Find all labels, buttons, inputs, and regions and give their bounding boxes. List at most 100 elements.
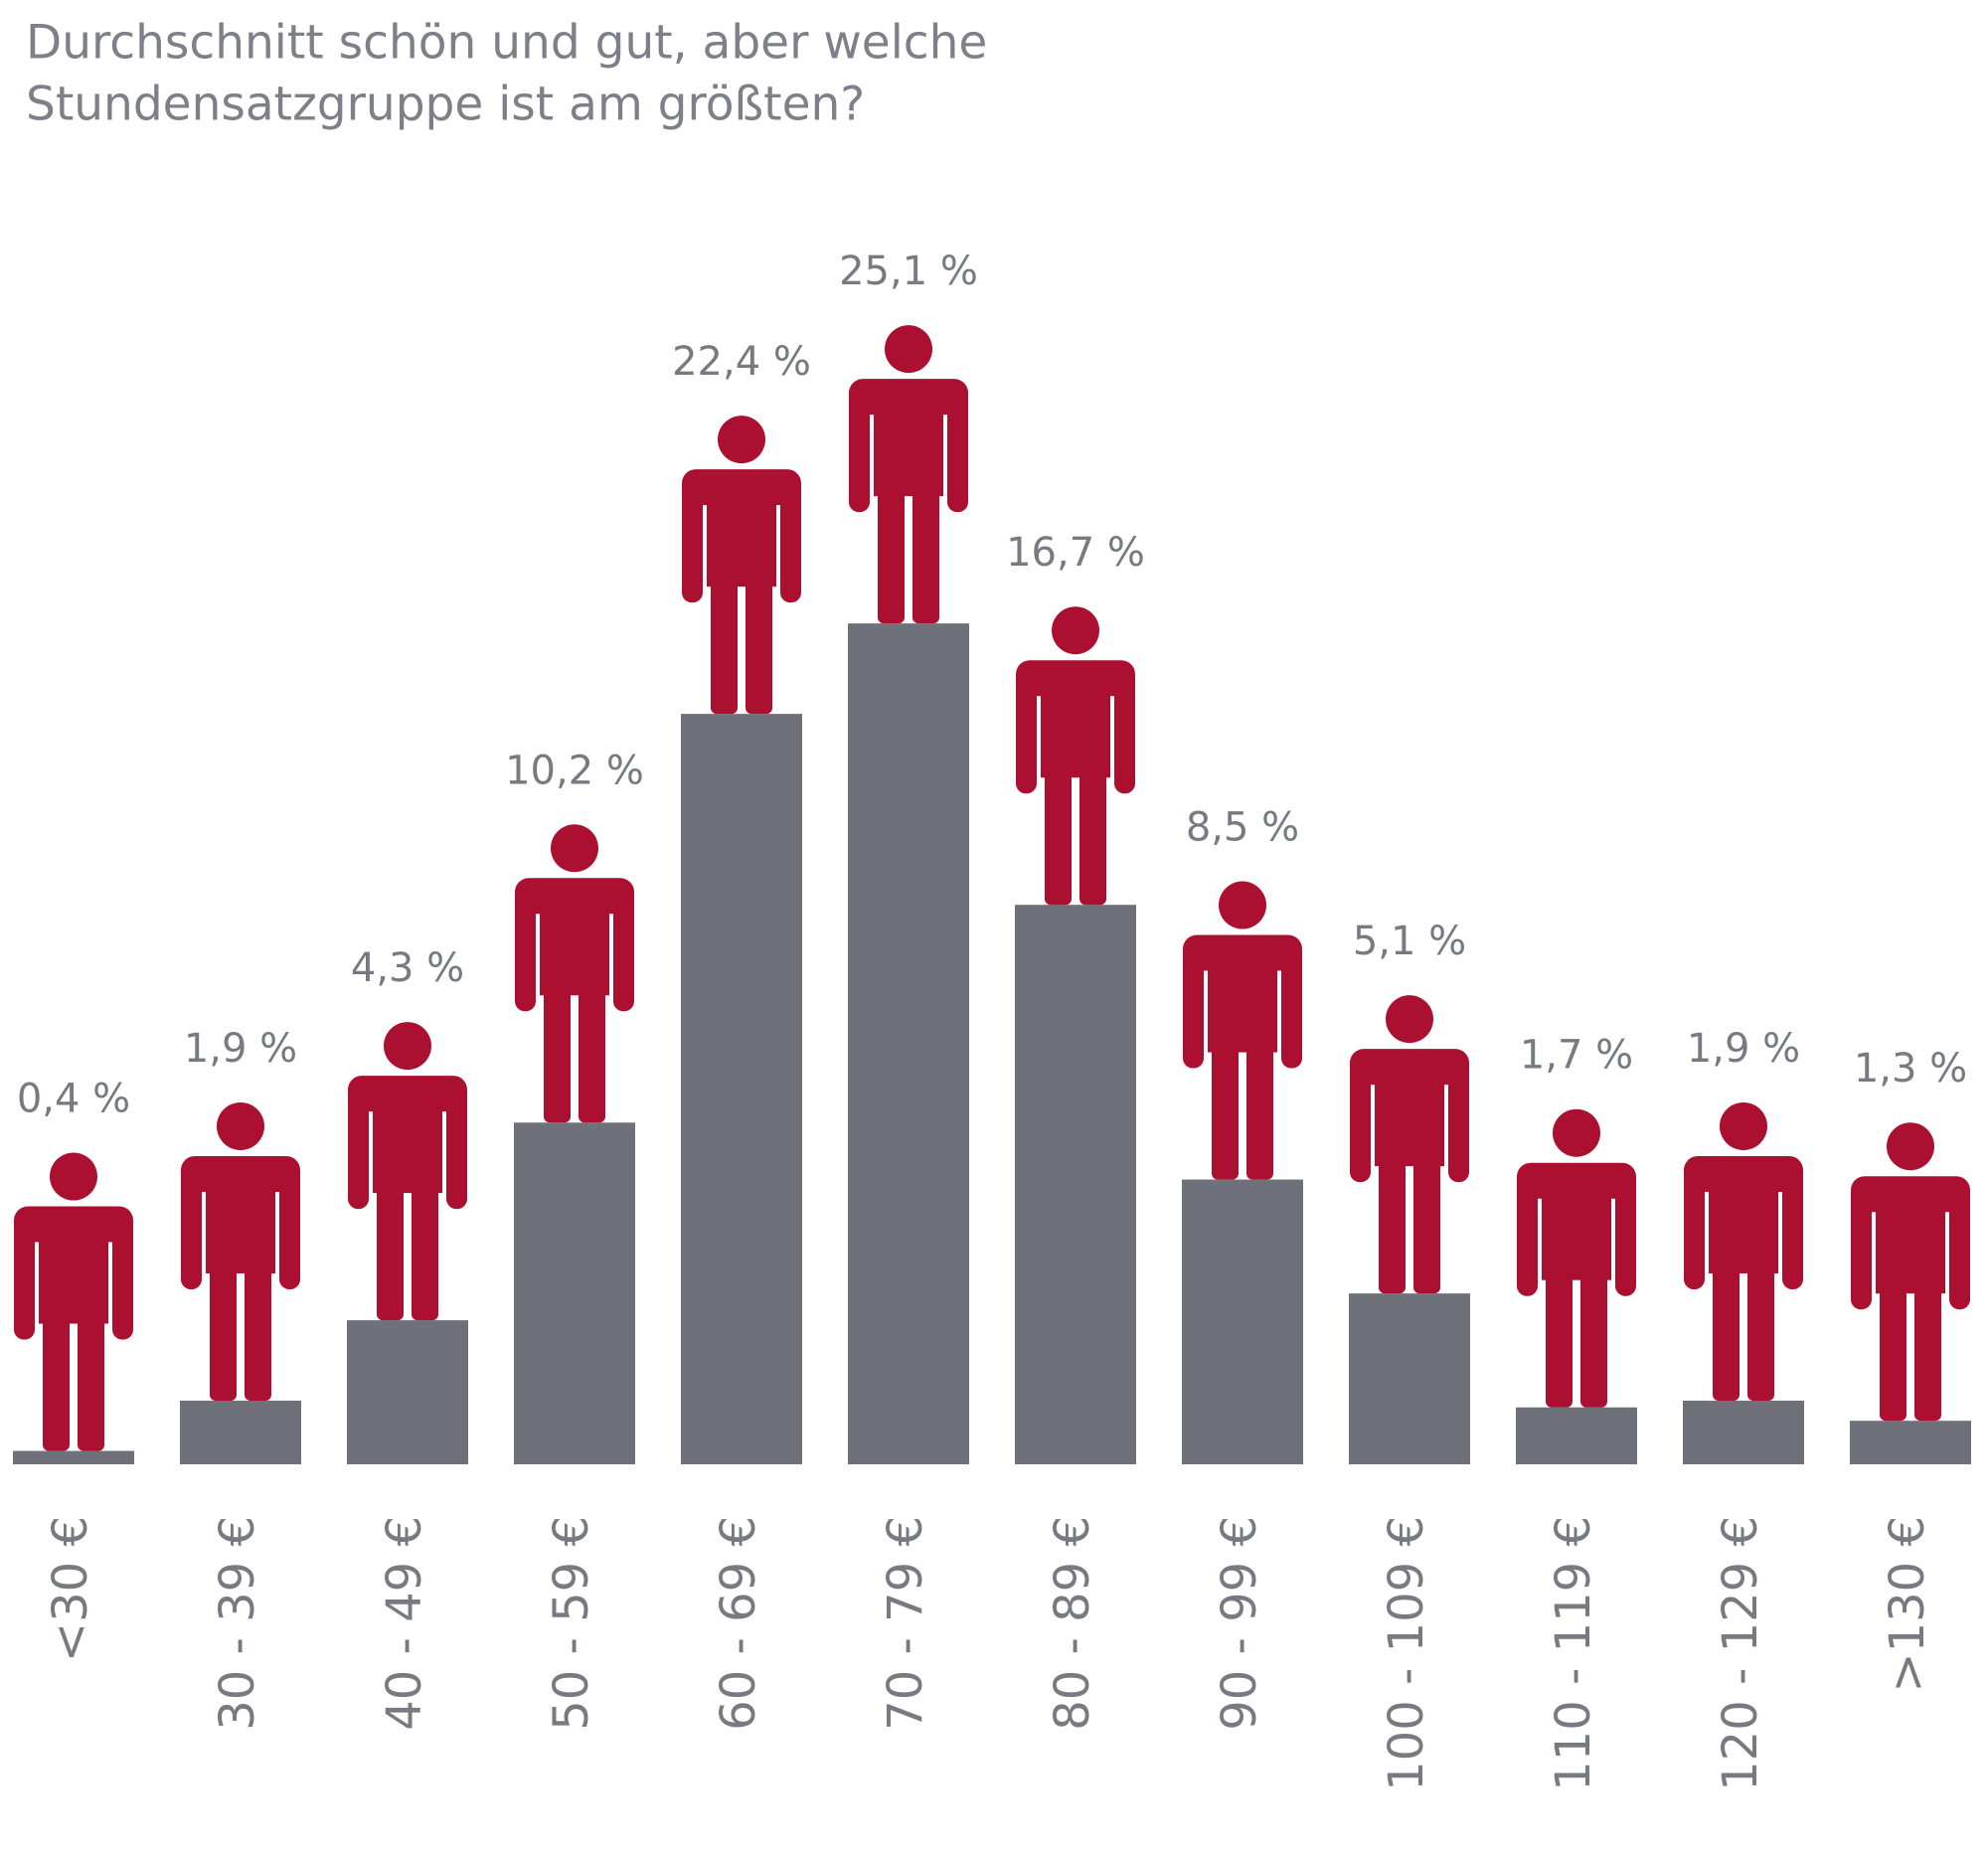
person-head	[384, 1022, 431, 1071]
person-icon	[348, 1022, 467, 1321]
x-tick-label: 50 - 59 €	[544, 1516, 599, 1731]
value-label: 4,3 %	[351, 945, 464, 991]
person-icon	[1350, 995, 1469, 1294]
person-arm	[682, 475, 703, 603]
x-tick-label: 80 - 89 €	[1045, 1516, 1100, 1731]
person-arm	[1782, 1161, 1803, 1289]
person-arm	[1016, 666, 1037, 794]
person-leg	[746, 575, 772, 715]
person-body	[1208, 940, 1277, 1053]
person-head	[1219, 881, 1266, 929]
person-icon	[515, 824, 634, 1123]
person-body	[1542, 1168, 1611, 1280]
person-body	[874, 385, 943, 497]
person-arm	[1448, 1055, 1469, 1183]
person-body	[1041, 666, 1110, 778]
person-icon	[1517, 1108, 1636, 1408]
person-arm	[348, 1082, 369, 1210]
value-label: 0,4 %	[17, 1077, 130, 1122]
bar	[180, 1400, 301, 1464]
bar	[1182, 1179, 1303, 1464]
person-icon	[1684, 1101, 1803, 1401]
person-head	[885, 325, 932, 374]
value-label: 16,7 %	[1006, 530, 1145, 576]
person-head	[50, 1152, 97, 1201]
person-head	[1553, 1108, 1600, 1157]
person-icon	[181, 1101, 300, 1401]
person-leg	[245, 1261, 271, 1401]
person-arm	[1684, 1161, 1705, 1289]
person-arm	[1615, 1168, 1636, 1296]
person-leg	[1246, 1040, 1273, 1180]
person-arm	[446, 1082, 467, 1210]
value-label: 5,1 %	[1353, 919, 1466, 964]
x-tick-label: 30 - 39 €	[210, 1516, 265, 1731]
value-label: 25,1 %	[839, 249, 978, 294]
person-body	[707, 475, 776, 588]
person-body	[1375, 1055, 1444, 1167]
person-body	[39, 1212, 108, 1324]
person-arm	[613, 884, 634, 1012]
person-head	[1887, 1122, 1934, 1171]
person-leg	[1546, 1267, 1573, 1408]
x-tick-label: 110 - 119 €	[1546, 1516, 1601, 1791]
bar	[1516, 1407, 1637, 1464]
person-leg	[1880, 1281, 1906, 1422]
x-tick-label: 70 - 79 €	[878, 1516, 933, 1731]
person-leg	[1379, 1154, 1406, 1294]
person-body	[206, 1161, 275, 1273]
person-leg	[1747, 1261, 1774, 1401]
person-icon	[14, 1152, 133, 1451]
person-leg	[1713, 1261, 1740, 1401]
person-arm	[515, 884, 536, 1012]
person-head	[551, 824, 598, 873]
person-leg	[1079, 765, 1106, 906]
person-icon	[682, 416, 801, 715]
person-arm	[780, 475, 801, 603]
person-arm	[14, 1212, 35, 1340]
person-icon	[849, 325, 968, 624]
chart-title: Stundensatzgruppe ist am größten?	[26, 78, 865, 132]
person-leg	[544, 983, 571, 1123]
bar	[347, 1320, 468, 1464]
bar	[1015, 905, 1136, 1464]
person-leg	[579, 983, 605, 1123]
person-icon	[1183, 881, 1302, 1180]
person-head	[217, 1101, 264, 1150]
x-tick-label: >130 €	[1880, 1516, 1935, 1693]
person-arm	[181, 1161, 202, 1289]
person-leg	[43, 1311, 70, 1451]
value-label: 1,7 %	[1520, 1033, 1633, 1079]
person-arm	[1517, 1168, 1538, 1296]
x-tick-label: 40 - 49 €	[377, 1516, 432, 1731]
bar	[1683, 1400, 1804, 1464]
person-body	[1876, 1182, 1945, 1294]
person-leg	[878, 484, 905, 624]
value-label: 22,4 %	[672, 339, 811, 385]
person-body	[540, 884, 609, 996]
value-label: 10,2 %	[505, 748, 644, 793]
x-tick-label: 100 - 109 €	[1379, 1516, 1434, 1791]
value-label: 8,5 %	[1186, 805, 1299, 851]
person-icon	[1016, 606, 1135, 906]
person-arm	[1183, 940, 1204, 1069]
person-leg	[78, 1311, 104, 1451]
bar	[13, 1450, 134, 1464]
bar	[848, 623, 969, 1464]
bar	[681, 714, 802, 1464]
person-arm	[279, 1161, 300, 1289]
value-label: 1,9 %	[184, 1026, 297, 1072]
person-leg	[1413, 1154, 1440, 1294]
person-leg	[711, 575, 738, 715]
person-leg	[1914, 1281, 1941, 1422]
person-head	[1386, 995, 1433, 1044]
person-arm	[1949, 1182, 1970, 1310]
x-tick-label: 90 - 99 €	[1212, 1516, 1267, 1731]
person-icon	[1851, 1122, 1970, 1422]
person-leg	[1212, 1040, 1239, 1180]
chart-title: Durchschnitt schön und gut, aber welche	[26, 16, 987, 71]
person-body	[373, 1082, 442, 1194]
bar	[514, 1122, 635, 1464]
bar	[1850, 1421, 1971, 1464]
